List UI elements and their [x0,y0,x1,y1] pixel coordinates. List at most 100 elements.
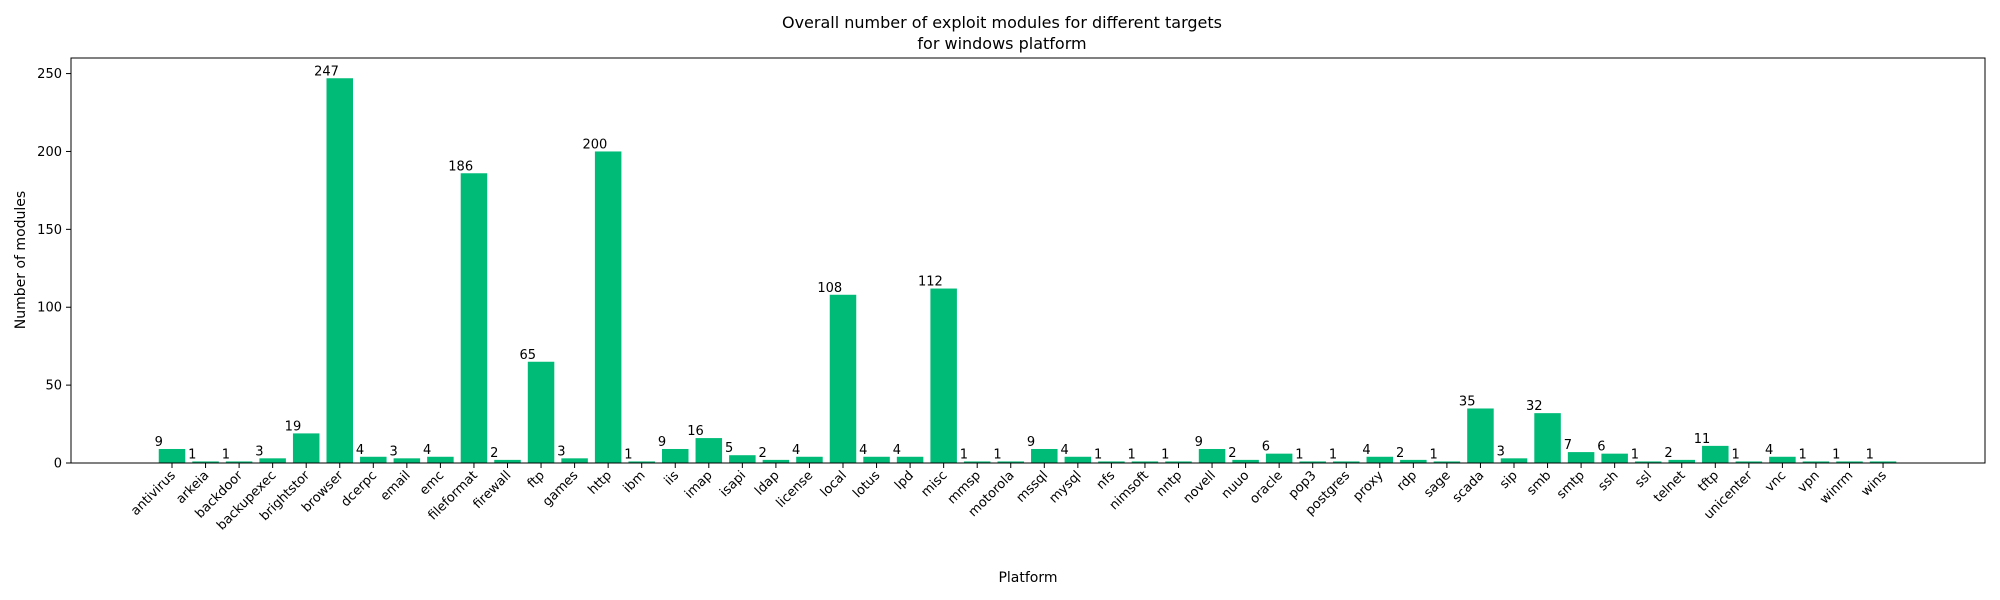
bar-motorola [997,461,1024,463]
bar-telnet [1668,459,1695,463]
y-axis-ticks: 0 50 100 150 200 250 [37,67,71,472]
bar-mmsp [963,461,991,463]
bar-firewall [494,459,521,463]
x-tick-label-mssql: mssql [1014,468,1052,506]
bar-backupexec [259,458,286,463]
data-label-ssl: 1 [1631,447,1639,462]
bar-nntp [1165,461,1192,463]
data-label-telnet: 2 [1664,446,1672,461]
bar-tftp [1702,445,1729,463]
bar-novell [1198,448,1226,463]
data-label-sage: 1 [1430,447,1438,462]
bar-antivirus [158,448,186,463]
bar-rdp [1400,459,1427,463]
x-tick-label-ssl: ssl [1632,468,1655,491]
data-label-fileformat: 186 [448,159,473,174]
bar-oracle [1265,453,1293,463]
bar-local [829,294,857,463]
bar-winrm [1836,461,1863,463]
bar-lpd [896,456,924,463]
bar-nimsoft [1131,461,1159,463]
x-tick-label-tftp: tftp [1695,468,1722,495]
x-tick-label-lotus: lotus [850,468,883,501]
bar-smb [1534,413,1561,463]
data-label-scada: 35 [1459,394,1476,409]
x-tick-label-sage: sage [1421,468,1454,501]
bar-iis [662,448,689,463]
data-label-backupexec: 3 [255,444,263,459]
data-label-nuuo: 2 [1228,446,1236,461]
x-tick-label-smb: smb [1524,468,1554,498]
plot-frame [70,57,1986,464]
data-label-postgres: 1 [1329,447,1337,462]
bar-misc [930,288,957,463]
data-label-nntp: 1 [1161,447,1169,462]
bar-mysql [1064,456,1092,463]
bar-vpn [1802,461,1830,463]
x-tick-label-firewall: firewall [470,468,514,512]
bar-sage [1433,461,1461,463]
x-tick-label-license: license [774,468,817,511]
data-label-imap: 16 [687,424,704,439]
bar-backdoor [225,461,253,463]
bar-dcerpc [360,456,387,463]
x-tick-label-novell: novell [1181,468,1219,506]
data-label-winrm: 1 [1832,447,1840,462]
bar-games [561,458,588,463]
chart-title: Overall number of exploit modules for di… [782,13,1222,32]
y-tick-label-200: 200 [37,145,62,160]
x-tick-label-mysql: mysql [1046,468,1084,506]
data-label-rdp: 2 [1396,446,1404,461]
data-label-games: 3 [557,444,565,459]
x-tick-label-local: local [818,468,850,500]
data-label-arkeia: 1 [188,447,196,462]
bar-pop3 [1299,461,1326,463]
bar-email [393,458,421,463]
bar-nfs [1098,461,1125,463]
bar-proxy [1366,456,1394,463]
bar-http [594,151,622,463]
bar-browser [326,78,353,463]
x-tick-label-http: http [586,468,615,497]
y-tick-label-50: 50 [45,379,62,394]
data-label-dcerpc: 4 [356,443,364,458]
bar-arkeia [192,461,219,463]
data-label-mysql: 4 [1060,443,1068,458]
chart-subtitle: for windows platform [917,34,1086,53]
y-tick-label-150: 150 [37,223,62,238]
bar-ibm [628,461,655,463]
data-label-lotus: 4 [859,443,867,458]
x-tick-label-antivirus: antivirus [128,468,179,519]
data-label-unicenter: 1 [1731,447,1739,462]
data-label-vnc: 4 [1765,443,1773,458]
data-label-iis: 9 [658,435,666,450]
bar-scada [1467,408,1494,463]
data-label-firewall: 2 [490,446,498,461]
bar-imap [695,438,723,463]
data-label-novell: 9 [1195,435,1203,450]
x-tick-label-email: email [378,468,414,504]
data-label-tftp: 11 [1694,432,1711,447]
x-tick-label-sip: sip [1497,468,1521,492]
bar-vnc [1769,456,1796,463]
data-label-mmsp: 1 [960,447,968,462]
data-label-brightstor: 19 [285,419,302,434]
bar-wins [1869,461,1897,463]
data-label-sip: 3 [1497,444,1505,459]
bar-sip [1500,458,1528,463]
bar-license [796,456,823,463]
data-label-ftp: 65 [520,348,537,363]
data-label-smtp: 7 [1564,438,1572,453]
data-label-antivirus: 9 [155,435,163,450]
x-tick-label-vnc: vnc [1762,468,1789,495]
x-tick-label-telnet: telnet [1651,468,1689,506]
x-tick-label-ldap: ldap [752,468,782,498]
data-label-mssql: 9 [1027,435,1035,450]
x-tick-label-ibm: ibm [621,468,649,496]
data-label-vpn: 1 [1799,447,1807,462]
bar-fileformat [460,173,488,463]
x-tick-label-isapi: isapi [717,468,749,500]
bar-isapi [729,455,756,463]
bar-nuuo [1232,459,1259,463]
x-tick-label-imap: imap [682,468,716,502]
